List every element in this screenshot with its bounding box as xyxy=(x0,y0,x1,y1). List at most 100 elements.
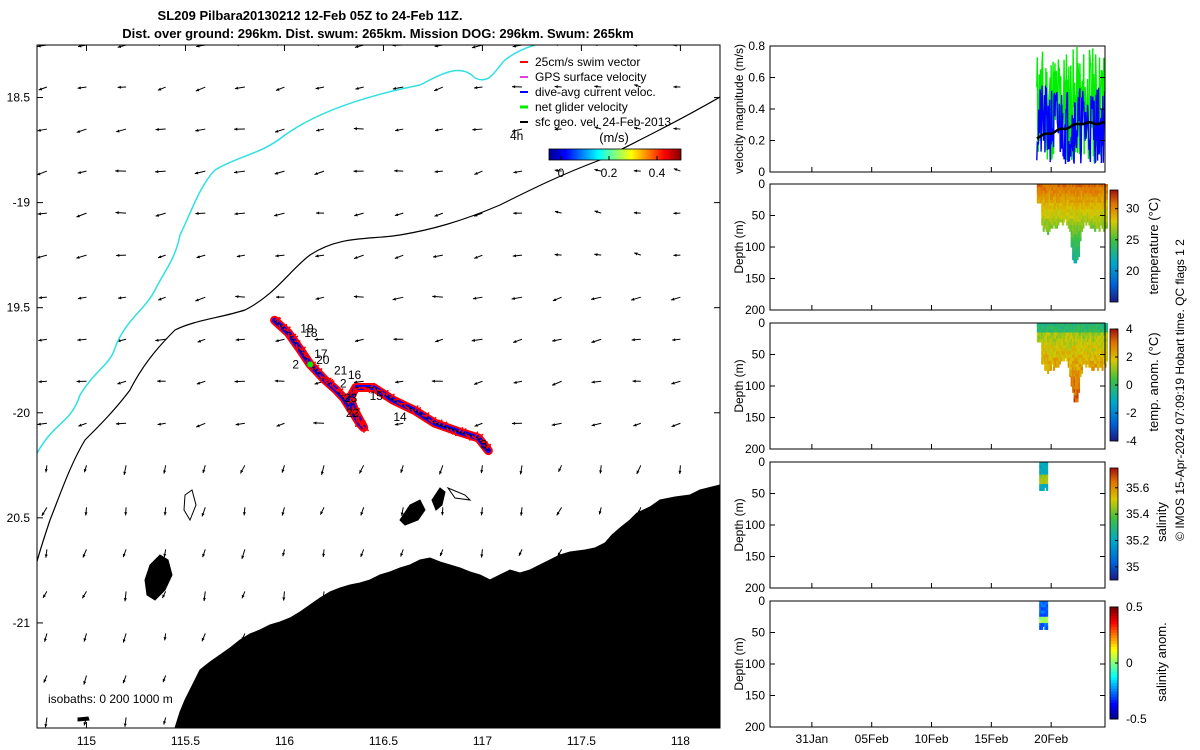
legend-label: dive-avg current veloc. xyxy=(535,85,656,99)
section-cell xyxy=(1083,202,1086,207)
section-cell xyxy=(1050,215,1053,220)
section-cell xyxy=(1055,326,1058,330)
section-cell xyxy=(1069,218,1072,223)
section-cell xyxy=(1072,326,1075,330)
section-cell xyxy=(1097,193,1100,198)
section-cell xyxy=(1098,224,1101,229)
section-cell xyxy=(1045,367,1048,371)
section-cell xyxy=(1076,243,1079,248)
colorbar-tick-label: 30 xyxy=(1126,202,1140,216)
current-arrowhead xyxy=(76,214,80,218)
swim-vector xyxy=(461,427,467,434)
section-cell xyxy=(1050,196,1053,201)
section-cell xyxy=(1080,196,1083,201)
section-cell xyxy=(1055,351,1058,356)
section-cell xyxy=(1086,209,1089,213)
section-cell xyxy=(1075,376,1078,381)
section-cell xyxy=(1038,193,1041,198)
section-cell xyxy=(1060,354,1063,359)
section-cell xyxy=(1086,193,1089,198)
section-cell xyxy=(1048,360,1051,365)
section-cell xyxy=(1045,199,1048,204)
section-cell xyxy=(1060,212,1063,217)
section-cell xyxy=(1054,326,1057,330)
y-tick-label: 100 xyxy=(745,379,765,393)
current-arrowhead xyxy=(76,379,80,383)
section-cell xyxy=(1061,202,1064,207)
section-cell xyxy=(1045,471,1049,476)
y-tick-label: 0.8 xyxy=(748,39,765,53)
section-cell xyxy=(1042,218,1045,223)
section-cell xyxy=(1075,250,1078,254)
section-cell xyxy=(1083,335,1086,340)
section-cell xyxy=(1055,221,1058,226)
section-cell xyxy=(1080,351,1083,356)
section-cell xyxy=(1072,193,1075,198)
section-cell xyxy=(1092,193,1095,198)
section-cell xyxy=(1041,206,1044,210)
section-cell xyxy=(1072,209,1075,213)
section-cell xyxy=(1073,338,1076,343)
map-colorbar: (m/s) 0 0.2 0.4 xyxy=(548,130,682,180)
section-cell xyxy=(1079,341,1082,346)
section-cell xyxy=(1105,199,1108,204)
section-cell xyxy=(1051,199,1054,204)
section-cell xyxy=(1067,348,1070,352)
section-cell xyxy=(1044,199,1047,204)
section-cell xyxy=(1083,348,1086,352)
section-cell xyxy=(1055,363,1058,368)
section-cell xyxy=(1075,202,1078,207)
section-cell xyxy=(1075,247,1078,251)
section-cell xyxy=(1051,187,1054,191)
section-cell xyxy=(1088,215,1091,220)
current-arrowhead xyxy=(512,129,516,133)
section-cell xyxy=(1079,237,1082,242)
swim-vector xyxy=(276,317,282,323)
section-cell xyxy=(1077,184,1081,188)
section-cell xyxy=(1060,348,1063,352)
current-arrowhead xyxy=(281,469,285,473)
section-cell xyxy=(1077,363,1081,368)
section-cell xyxy=(1042,187,1045,191)
section-cell xyxy=(1051,215,1054,220)
section-cell xyxy=(1069,373,1072,378)
section-cell xyxy=(1039,462,1042,466)
section-cell xyxy=(1067,354,1070,359)
section-cell xyxy=(1044,187,1047,191)
current-arrowhead xyxy=(392,297,397,301)
section-cell xyxy=(1086,360,1089,365)
section-cell xyxy=(1045,345,1048,349)
section-cell xyxy=(1069,187,1072,191)
current-arrowhead xyxy=(117,381,121,385)
swim-vector xyxy=(325,377,332,382)
section-cell xyxy=(1097,348,1100,352)
section-cell xyxy=(1045,338,1048,343)
section-cell xyxy=(1045,221,1048,226)
section-cell xyxy=(1050,354,1053,359)
section-cell xyxy=(1057,329,1060,334)
section-cell xyxy=(1094,323,1097,327)
section-cell xyxy=(1070,190,1073,195)
section-cell xyxy=(1045,184,1048,188)
section-cell xyxy=(1070,351,1073,356)
current-arrowhead xyxy=(671,297,675,301)
section-cell xyxy=(1073,357,1076,362)
section-cell xyxy=(1076,256,1079,261)
colorbar-tick-label: 2 xyxy=(1126,350,1133,364)
section-cell xyxy=(1041,184,1044,188)
section-cell xyxy=(1082,345,1085,349)
colorbar-swatch xyxy=(1110,615,1118,619)
section-cell xyxy=(1073,218,1076,223)
current-arrowhead xyxy=(671,424,676,427)
section-cell xyxy=(1097,202,1100,207)
colorbar-swatch xyxy=(1110,640,1118,644)
section-cell xyxy=(1072,382,1075,387)
section-cell xyxy=(1101,326,1104,330)
section-cell xyxy=(1052,196,1056,201)
section-cell xyxy=(1063,345,1066,349)
section-cell xyxy=(1067,184,1070,188)
section-cell xyxy=(1066,218,1069,223)
section-cell xyxy=(1097,190,1100,195)
section-cell xyxy=(1085,363,1088,368)
section-cell xyxy=(1075,373,1078,378)
